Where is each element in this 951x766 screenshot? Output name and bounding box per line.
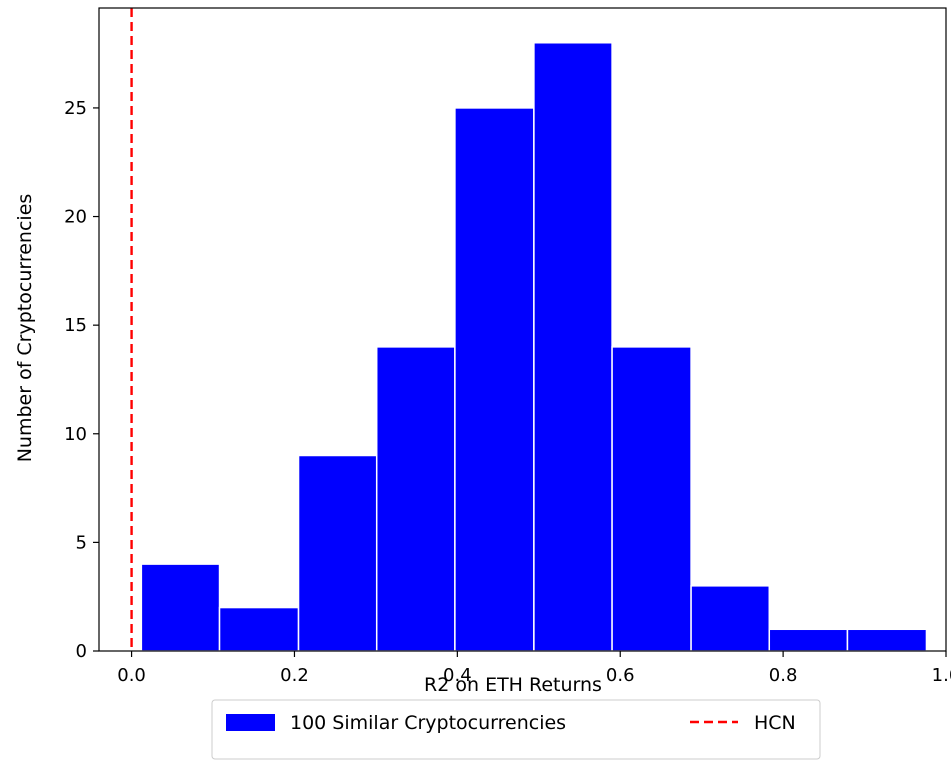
y-tick-label: 20 [64, 207, 87, 228]
y-axis-ticks: 0 5 10 15 20 25 [64, 98, 99, 662]
y-tick-label: 5 [76, 532, 87, 553]
histogram-bar [454, 107, 535, 652]
histogram-bar [375, 346, 456, 652]
histogram-bar [846, 628, 928, 652]
histogram-bar [768, 628, 849, 652]
histogram-bar [690, 585, 771, 652]
y-tick-label: 10 [64, 424, 87, 445]
histogram-bar [611, 346, 692, 652]
x-tick-label: 0.0 [117, 665, 146, 686]
x-tick-label: 0.6 [606, 665, 635, 686]
x-tick-label: 0.8 [769, 665, 798, 686]
histogram-bar [140, 563, 221, 652]
legend-box [211, 699, 821, 760]
x-tick-label: 0.4 [443, 665, 472, 686]
legend-swatch-bars [226, 714, 275, 731]
plot-frame [98, 7, 947, 652]
legend: 100 Similar Cryptocurrencies HCN [211, 699, 821, 760]
histogram-bar [297, 454, 378, 652]
y-tick-label: 25 [64, 98, 87, 119]
x-axis-label: R2 on ETH Returns [424, 674, 602, 696]
bars-group [140, 42, 928, 652]
x-tick-label: 0.2 [280, 665, 309, 686]
histogram-bar [533, 42, 613, 652]
x-axis-ticks: 0.0 0.2 0.4 0.6 0.8 1.0 [117, 651, 951, 686]
legend-label-bars: 100 Similar Cryptocurrencies [290, 712, 566, 734]
legend-label-hcn: HCN [754, 712, 796, 734]
x-tick-label: 1.0 [932, 665, 951, 686]
histogram-bar [218, 606, 300, 652]
y-axis-label: Number of Cryptocurrencies [14, 194, 36, 463]
y-tick-label: 0 [76, 641, 87, 662]
y-tick-label: 15 [64, 315, 87, 336]
